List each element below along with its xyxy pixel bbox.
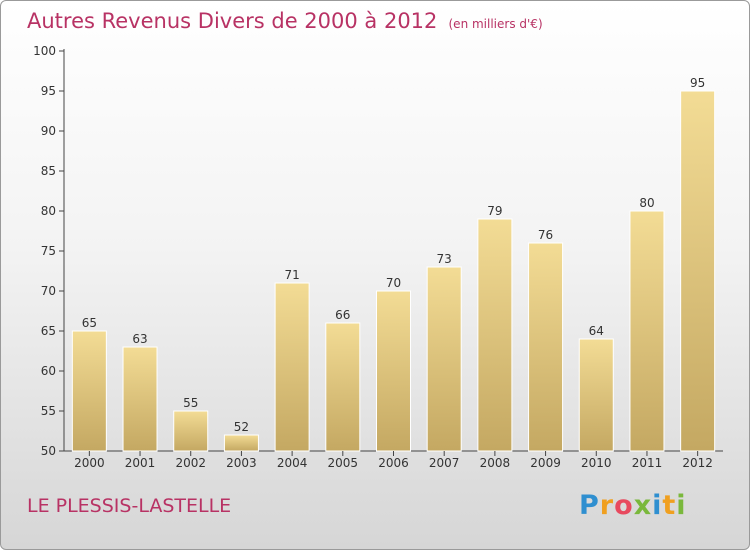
bar-value-label: 79	[487, 204, 502, 218]
bar	[629, 210, 665, 452]
x-tick-label: 2012	[682, 456, 713, 470]
x-tick-label: 2007	[429, 456, 460, 470]
plot-area: 50 55 60 65 70 75 80 85 90 95 100 65 2000 63 2001 55 200…	[33, 44, 723, 470]
logo-letter: t	[662, 490, 677, 521]
bar-value-label: 64	[589, 324, 604, 338]
y-tick-label: 100	[33, 44, 56, 58]
bar	[122, 346, 158, 452]
chart-unit: (en milliers d'€)	[448, 17, 543, 31]
chart-title-text: Autres Revenus Divers de 2000 à 2012	[27, 9, 438, 33]
y-tick-label: 90	[41, 124, 56, 138]
y-tick-label: 80	[41, 204, 56, 218]
bar-value-label: 80	[639, 196, 654, 210]
logo-letter: i	[676, 490, 687, 521]
bar	[376, 290, 411, 452]
bar-value-label: 52	[234, 420, 249, 434]
x-tick-label: 2009	[530, 456, 561, 470]
bar-value-label: 71	[284, 268, 299, 282]
y-tick-label: 55	[41, 404, 56, 418]
logo-letter: i	[652, 490, 663, 521]
y-tick-label: 50	[41, 444, 56, 458]
bar-value-label: 95	[690, 76, 705, 90]
y-tick-label: 95	[41, 84, 56, 98]
logo-letter: o	[614, 490, 634, 521]
bar-value-label: 65	[82, 316, 97, 330]
x-tick-label: 2011	[632, 456, 663, 470]
x-tick-label: 2002	[175, 456, 206, 470]
bar	[274, 282, 310, 452]
bar-value-label: 66	[335, 308, 350, 322]
bar	[223, 434, 259, 452]
bar	[71, 330, 107, 452]
y-tick-label: 60	[41, 364, 56, 378]
commune-name: LE PLESSIS-LASTELLE	[27, 495, 232, 517]
x-tick-label: 2003	[226, 456, 257, 470]
y-tick-label: 70	[41, 284, 56, 298]
logo-letter: r	[599, 490, 615, 521]
y-tick-label: 75	[41, 244, 56, 258]
y-tick-label: 65	[41, 324, 56, 338]
x-tick-label: 2008	[480, 456, 511, 470]
x-tick-label: 2000	[74, 456, 105, 470]
x-tick-label: 2004	[277, 456, 308, 470]
y-tick-label: 85	[41, 164, 56, 178]
bar-value-label: 63	[132, 332, 147, 346]
bar-value-label: 73	[437, 252, 452, 266]
bar	[477, 218, 513, 452]
bar	[680, 90, 716, 452]
bar	[426, 266, 462, 452]
x-tick-label: 2006	[378, 456, 409, 470]
x-tick-label: 2001	[125, 456, 156, 470]
x-tick-label: 2005	[328, 456, 359, 470]
logo-letter: P	[579, 490, 600, 521]
logo-letter: x	[633, 490, 653, 521]
bar	[173, 410, 209, 452]
bar	[578, 338, 614, 452]
bar-value-label: 76	[538, 228, 553, 242]
bar	[325, 322, 361, 452]
bar-value-label: 70	[386, 276, 401, 290]
chart-title: Autres Revenus Divers de 2000 à 2012 (en…	[27, 9, 543, 33]
proxiti-logo: Proxiti	[579, 490, 687, 521]
bar-value-label: 55	[183, 396, 198, 410]
bar	[528, 242, 564, 452]
x-tick-label: 2010	[581, 456, 612, 470]
